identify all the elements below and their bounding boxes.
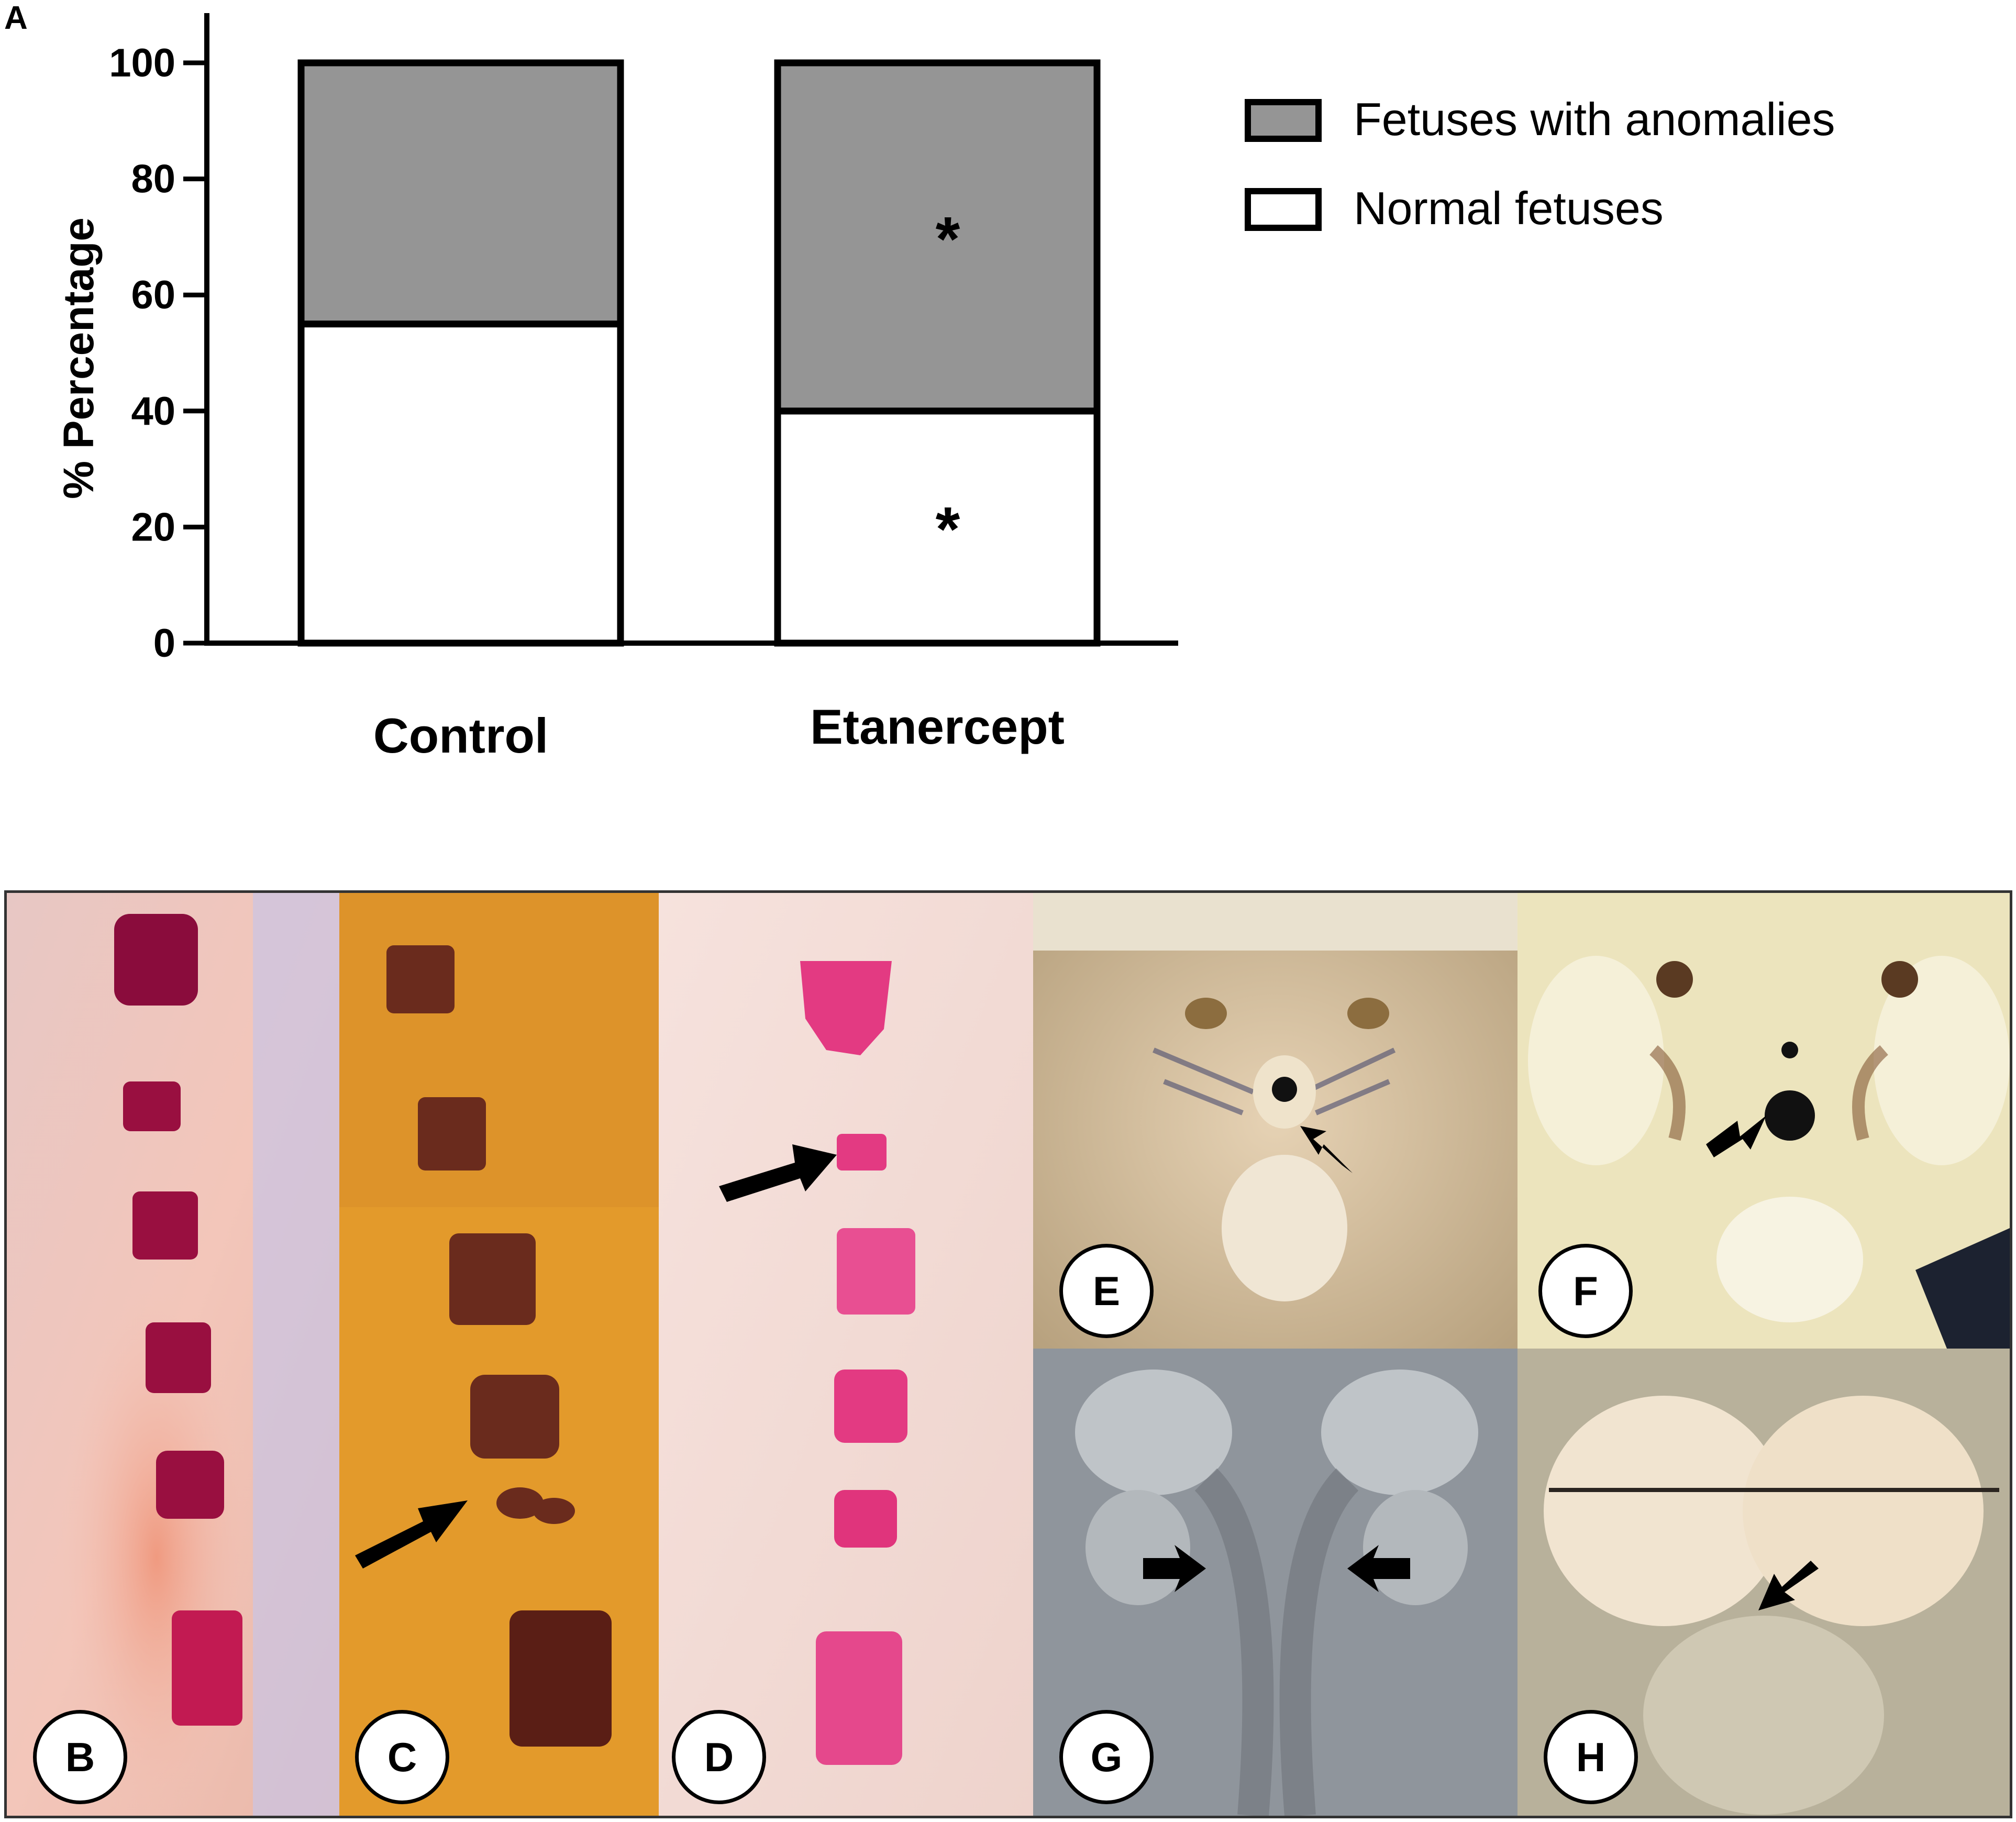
panel-badge-c: C — [355, 1710, 449, 1804]
legend-swatch — [1245, 99, 1322, 142]
photo-panel-e: E — [1033, 893, 1517, 1349]
vertebrae-photo — [7, 893, 339, 1816]
y-tick-label: 40 — [131, 389, 175, 434]
x-tick-label: Control — [373, 708, 548, 763]
arrow-icon — [1758, 1561, 1819, 1610]
y-tick-label: 100 — [109, 41, 175, 85]
x-tick-label: Etanercept — [810, 699, 1065, 754]
photo-panel-h: H — [1517, 1349, 2010, 1816]
arrow-icon — [1706, 1116, 1766, 1157]
arrow-icon — [355, 1500, 468, 1569]
photo-panel-f: F — [1517, 893, 2010, 1349]
bar-segment — [774, 59, 1101, 415]
significance-marker: * — [936, 204, 960, 274]
significance-marker: * — [936, 494, 960, 564]
stacked-bar-chart: 0 20 40 60 80 100 % Percentage Control Etanercep… — [55, 13, 1835, 763]
vertebrae-photo — [339, 893, 659, 1816]
photo-strip: B C — [4, 890, 2012, 1818]
vertebrae-photo — [659, 893, 1033, 1816]
skull-base-photo — [1517, 893, 2010, 1349]
bar-segment — [774, 407, 1101, 647]
bar-segment — [297, 59, 624, 328]
arrow-icon — [1300, 1126, 1353, 1173]
photo-panel-c: C — [339, 893, 659, 1816]
panel-label-a: A — [4, 0, 28, 36]
panel-badge-f: F — [1538, 1244, 1633, 1338]
arrow-icon — [719, 1144, 837, 1202]
photo-panel-b: B — [7, 893, 339, 1816]
photo-panel-d: D — [659, 893, 1033, 1816]
panel-badge-d: D — [672, 1710, 766, 1804]
panel-badge-b: B — [33, 1710, 127, 1804]
y-tick-label: 0 — [153, 621, 175, 666]
legend-label: Fetuses with anomalies — [1354, 93, 1835, 145]
panel-badge-e: E — [1059, 1244, 1154, 1338]
arrow-icon — [1143, 1545, 1410, 1592]
bar-segment — [297, 321, 624, 647]
y-tick-label: 20 — [131, 505, 175, 549]
y-tick-label: 60 — [131, 273, 175, 317]
photo-panel-g: G — [1033, 1349, 1517, 1816]
panel-badge-h: H — [1544, 1710, 1638, 1804]
y-axis-title: % Percentage — [55, 217, 103, 499]
y-tick-label: 80 — [131, 157, 175, 202]
legend-label: Normal fetuses — [1354, 182, 1664, 234]
panel-badge-g: G — [1059, 1710, 1154, 1804]
legend-swatch — [1245, 188, 1322, 231]
